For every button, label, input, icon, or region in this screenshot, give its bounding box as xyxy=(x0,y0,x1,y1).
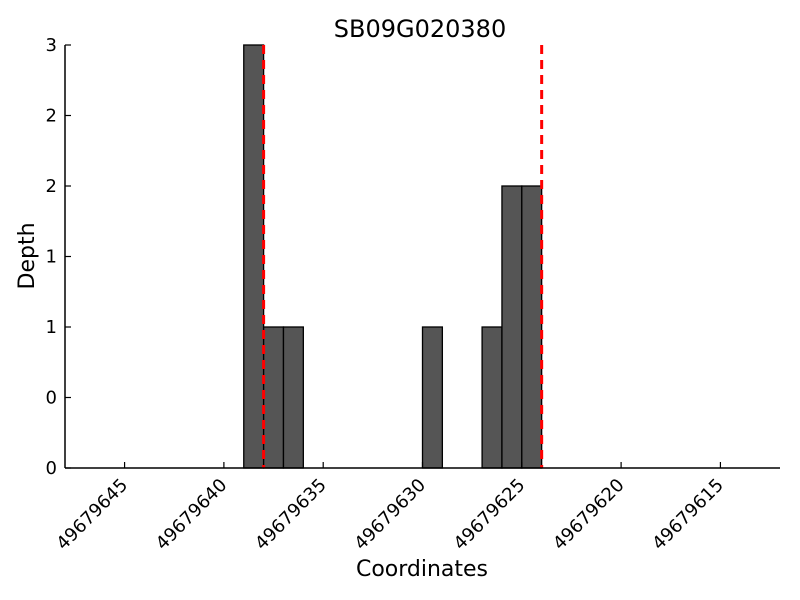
y-tick-label: 3 xyxy=(46,35,57,56)
x-tick-label: 49679625 xyxy=(450,475,530,555)
bars-layer xyxy=(243,44,543,469)
y-tick-label: 1 xyxy=(46,247,57,268)
y-tick-label: 0 xyxy=(46,388,57,409)
x-tick-label: 49679620 xyxy=(549,475,629,555)
y-tick-label: 2 xyxy=(46,106,57,127)
y-tick-label: 1 xyxy=(46,317,57,338)
x-ticks-layer: 49679645 49679640 49679635 49679630 49679625… xyxy=(52,462,728,555)
x-tick-label: 49679635 xyxy=(251,475,331,555)
x-tick-label: 49679630 xyxy=(350,475,430,555)
y-axis-title: Depth xyxy=(15,222,40,289)
depth-bar-2 xyxy=(282,326,304,469)
x-axis-title: Coordinates xyxy=(356,557,488,582)
depth-bar-0 xyxy=(243,44,265,469)
depth-bar-1 xyxy=(262,326,285,469)
y-tick-label: 2 xyxy=(46,176,57,197)
depth-bar-4 xyxy=(481,326,503,469)
depth-bar-5 xyxy=(501,185,523,469)
x-tick-label: 49679615 xyxy=(648,475,728,555)
chart-title: SB09G020380 xyxy=(334,15,506,43)
y-tick-label: 0 xyxy=(46,458,57,479)
x-tick-label: 49679645 xyxy=(52,475,132,555)
reference-lines-layer xyxy=(262,45,544,468)
depth-bar-6 xyxy=(521,185,543,469)
depth-bar-3 xyxy=(421,326,444,469)
x-tick-label: 49679640 xyxy=(152,475,232,555)
y-ticks-layer: 0 0 1 1 2 2 3 xyxy=(46,35,71,479)
